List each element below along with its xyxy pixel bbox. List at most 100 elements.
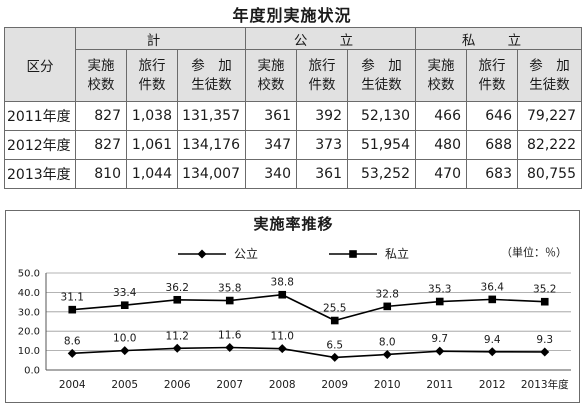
data-label: 31.1	[61, 292, 84, 304]
table-row: 2011年度 827 1,038 131,357 361 392 52,130 …	[4, 101, 582, 131]
cell: 688	[466, 130, 518, 160]
table-group-header-row: 区分 計 公 立 私 立	[4, 27, 582, 102]
public-point	[277, 344, 287, 354]
public-point	[120, 346, 130, 356]
x-tick-label: 2004	[59, 379, 86, 391]
y-tick-label: 0.0	[24, 366, 40, 377]
subheader-schools: 実施 校数	[245, 49, 297, 102]
row-year: 2013年度	[4, 159, 76, 189]
subheader-students: 参 加生徒数	[517, 49, 582, 102]
data-label: 11.2	[166, 330, 189, 342]
data-label: 10.0	[113, 333, 136, 345]
table-row: 2013年度 810 1,044 134,007 340 361 53,252 …	[4, 159, 582, 189]
private-point	[278, 290, 287, 299]
group-header-public: 公 立	[245, 27, 416, 50]
cell: 82,222	[517, 130, 582, 160]
data-label: 32.8	[376, 288, 399, 300]
line-chart: 0.0 10.0 20.0 30.0 40.0 50.0 2004 2005 2006 2007 2…	[18, 246, 571, 391]
cell: 1,038	[126, 101, 178, 131]
data-label: 33.4	[113, 287, 137, 299]
private-point	[435, 297, 444, 306]
data-label: 8.0	[379, 336, 396, 348]
legend-label: 公立	[234, 246, 258, 261]
x-tick-label: 2010	[374, 379, 401, 391]
legend-marker	[197, 249, 207, 259]
data-label: 25.5	[323, 303, 346, 315]
private-point	[540, 297, 549, 306]
private-point	[330, 316, 339, 325]
subheader-trips: 旅行 件数	[126, 49, 178, 102]
y-tick-label: 20.0	[18, 327, 40, 338]
y-tick-label: 10.0	[18, 346, 40, 357]
cell: 1,044	[126, 159, 178, 189]
private-point	[173, 295, 182, 304]
data-label: 8.6	[64, 335, 81, 347]
y-tick-label: 30.0	[18, 307, 40, 318]
data-label: 36.2	[166, 282, 189, 294]
data-label: 9.7	[431, 333, 448, 345]
cell: 53,252	[347, 159, 416, 189]
private-point	[120, 301, 129, 310]
cell: 1,061	[126, 130, 178, 160]
public-point	[382, 349, 392, 359]
x-tick-label: 2011	[426, 379, 453, 391]
x-tick-label: 2013年度	[521, 378, 569, 391]
public-point	[330, 352, 340, 362]
private-point	[383, 302, 392, 311]
cell: 646	[466, 101, 518, 131]
cell: 470	[415, 159, 467, 189]
cell: 131,357	[177, 101, 246, 131]
cell: 480	[415, 130, 467, 160]
public-point	[435, 346, 445, 356]
subheader-schools: 実施 校数	[415, 49, 467, 102]
cell: 347	[245, 130, 297, 160]
cell: 361	[296, 159, 348, 189]
y-tick-label: 50.0	[18, 269, 40, 280]
series-line-private	[72, 293, 545, 322]
cell: 810	[75, 159, 127, 189]
data-label: 38.8	[271, 277, 294, 289]
data-label: 9.4	[484, 334, 501, 346]
subheader-trips: 旅行 件数	[296, 49, 348, 102]
table-row: 2012年度 827 1,061 134,176 347 373 51,954 …	[4, 130, 582, 160]
series-line-public	[72, 346, 545, 359]
private-point	[68, 305, 77, 314]
unit-label: （単位：％）	[501, 246, 567, 259]
table-title: 年度別実施状況	[232, 6, 352, 25]
cell: 134,176	[177, 130, 246, 160]
x-tick-label: 2009	[321, 379, 348, 391]
cell: 827	[75, 130, 127, 160]
stats-table: 区分 計 公 立 私 立 実施 校数 旅行 件数 参 加生徒数 実施 校数 旅行 件数 …	[4, 27, 582, 189]
table-sub-header-row: 実施 校数 旅行 件数 参 加生徒数 実施 校数 旅行 件数 参 加生徒数 実施 校数 旅…	[5, 49, 582, 102]
data-label: 35.2	[533, 284, 556, 296]
chart-panel: 実施率推移 （単位：％） 0.0 10.0 20.0 30.0 40.0 50.0 2004…	[5, 210, 580, 403]
cell: 827	[75, 101, 127, 131]
cell: 80,755	[517, 159, 582, 189]
legend-label: 私立	[385, 246, 409, 261]
chart-title: 実施率推移	[253, 215, 334, 233]
subheader-students: 参 加生徒数	[347, 49, 416, 102]
data-label: 6.5	[326, 339, 343, 351]
cell: 361	[245, 101, 297, 131]
x-tick-label: 2012	[479, 379, 506, 391]
group-header-private: 私 立	[415, 27, 582, 50]
cell: 52,130	[347, 101, 416, 131]
public-point	[67, 348, 77, 358]
subheader-schools: 実施 校数	[75, 49, 127, 102]
public-point	[225, 342, 235, 352]
category-header: 区分	[4, 27, 76, 102]
subheader-trips: 旅行 件数	[466, 49, 518, 102]
public-point	[487, 347, 497, 357]
cell: 392	[296, 101, 348, 131]
group-header-total: 計	[75, 27, 246, 50]
row-year: 2012年度	[4, 130, 76, 160]
x-tick-label: 2007	[216, 379, 243, 391]
x-tick-label: 2006	[164, 379, 191, 391]
x-tick-label: 2005	[111, 379, 138, 391]
data-label: 9.3	[536, 334, 553, 346]
public-point	[172, 343, 182, 353]
private-point	[488, 295, 497, 304]
cell: 134,007	[177, 159, 246, 189]
data-label: 35.3	[428, 284, 451, 296]
cell: 373	[296, 130, 348, 160]
